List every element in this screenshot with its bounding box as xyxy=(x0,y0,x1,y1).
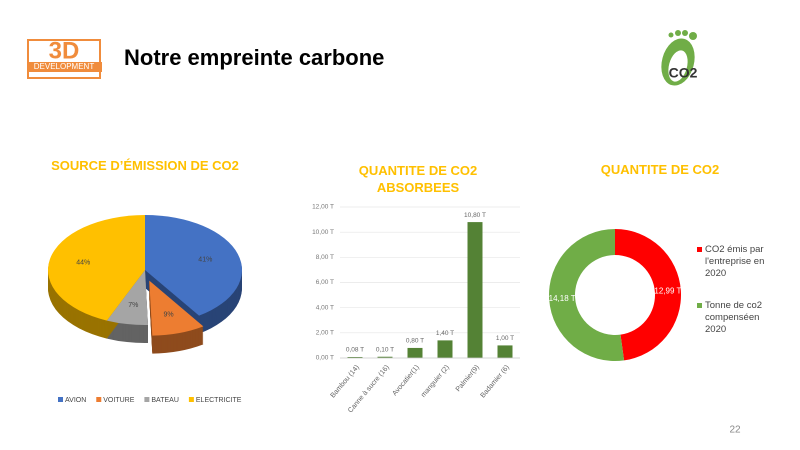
bar xyxy=(347,356,363,358)
data-label: 1,40 T xyxy=(436,330,454,337)
x-tick-label: Avocatier(1) xyxy=(391,364,421,397)
x-tick-label: Bambou (14) xyxy=(330,364,361,400)
bar xyxy=(467,222,483,358)
data-label: 10,80 T xyxy=(464,212,486,219)
chart-title: QUANTITE DE CO2 ABSORBEES xyxy=(358,163,478,195)
data-label: 7% xyxy=(128,302,138,309)
legend-label: BATEAU xyxy=(151,397,179,404)
data-label: 0,80 T xyxy=(406,338,424,345)
legend-swatch xyxy=(697,303,702,308)
bar xyxy=(437,340,453,358)
x-tick-label: Badamier (6) xyxy=(480,364,511,400)
y-tick-label: 4,00 T xyxy=(316,304,334,311)
icon-label: CO2 xyxy=(669,65,698,81)
slide-title: Notre empreinte carbone xyxy=(124,45,384,70)
toe xyxy=(668,32,674,38)
data-label: 41% xyxy=(198,256,212,263)
legend-swatch xyxy=(144,397,150,402)
logo-text: DEVELOPMENT xyxy=(34,62,95,71)
pie-slice xyxy=(47,215,145,321)
bar xyxy=(497,345,513,358)
bar xyxy=(377,356,393,358)
legend-swatch xyxy=(58,397,63,402)
page-number: 22 xyxy=(729,425,741,436)
chart-title: QUANTITE DE CO2 xyxy=(600,162,720,177)
y-tick-label: 6,00 T xyxy=(316,279,334,286)
donut-slice xyxy=(615,229,682,361)
data-label: 1,00 T xyxy=(496,335,514,342)
data-label: 0,10 T xyxy=(376,346,394,353)
legend-label: AVION xyxy=(65,397,86,404)
data-label: 9% xyxy=(164,312,174,319)
logo-band xyxy=(27,62,102,72)
toe xyxy=(689,32,697,40)
legend-label: VOITURE xyxy=(103,397,134,404)
co2-icon: CO2 xyxy=(661,30,698,86)
x-tick-label: manguier (2) xyxy=(420,364,451,399)
data-label: 14,18 T xyxy=(549,294,576,303)
data-label: 12,99 T xyxy=(654,286,681,295)
y-tick-label: 0,00 T xyxy=(316,355,334,362)
toe xyxy=(682,30,688,36)
logo-mark: 3D xyxy=(49,37,80,64)
logo-frame xyxy=(27,39,101,79)
legend-swatch xyxy=(697,247,702,252)
chart-title: SOURCE D’ÉMISSION DE CO2 xyxy=(51,158,239,173)
pie-slice xyxy=(145,215,242,316)
legend-label: Tonne de co2 compenséen 2020 xyxy=(705,300,763,335)
y-tick-label: 2,00 T xyxy=(316,330,334,337)
toe xyxy=(675,30,681,36)
legend-swatch xyxy=(188,397,194,402)
pie-slice xyxy=(106,270,149,326)
donut-slice xyxy=(549,229,625,361)
data-label: 0,08 T xyxy=(346,347,364,354)
legend-swatch xyxy=(96,397,102,402)
legend-label: CO2 émis par l'entreprise en 2020 xyxy=(705,244,765,279)
y-tick-label: 12,00 T xyxy=(312,204,334,211)
footprint-hole xyxy=(668,50,688,82)
y-tick-label: 8,00 T xyxy=(316,254,334,261)
logo: 3D DEVELOPMENT xyxy=(27,37,102,79)
data-label: 44% xyxy=(76,260,90,267)
x-tick-label: Palmier(9) xyxy=(455,364,481,393)
pie-slice xyxy=(149,280,204,336)
y-tick-label: 10,00 T xyxy=(312,229,334,236)
bar xyxy=(407,347,423,358)
legend-label: ELECTRICITE xyxy=(196,397,242,404)
